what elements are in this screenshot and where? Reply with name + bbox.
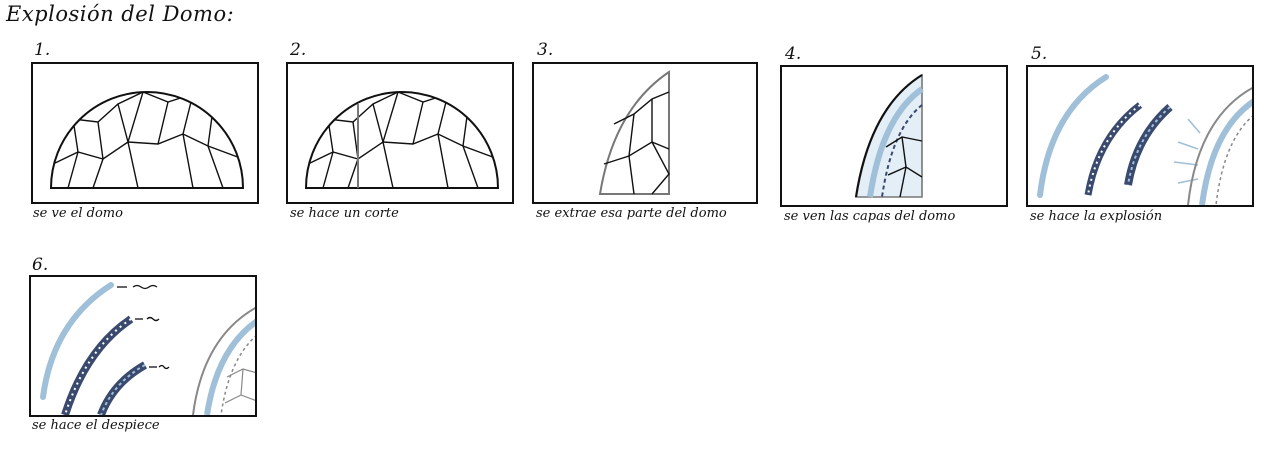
step-5-caption: se hace la explosión: [1030, 209, 1163, 224]
step-1-number: 1.: [34, 40, 51, 60]
dome-exploded-view-illustration: [40, 282, 255, 415]
step-2-panel: [286, 62, 514, 204]
step-4-panel: [780, 65, 1008, 207]
step-5-panel: [1026, 65, 1254, 207]
step-6-number: 6.: [32, 255, 49, 275]
step-4-caption: se ven las capas del domo: [784, 209, 956, 224]
page-title: Explosión del Domo:: [6, 2, 235, 26]
step-5-number: 5.: [1031, 44, 1048, 64]
step-3-number: 3.: [537, 40, 554, 60]
dome-explosion-illustration: [1037, 74, 1252, 205]
step-4-number: 4.: [785, 44, 802, 64]
dome-layers-illustration: [854, 73, 924, 198]
step-3-panel: [532, 62, 758, 204]
dome-full-illustration: [49, 91, 245, 189]
dome-cut-illustration: [304, 91, 500, 189]
step-6-panel: [29, 275, 257, 417]
step-2-number: 2.: [290, 40, 307, 60]
step-3-caption: se extrae esa parte del domo: [536, 206, 727, 221]
dome-slice-illustration: [598, 70, 670, 195]
step-6-caption: se hace el despiece: [32, 418, 160, 433]
step-1-panel: [31, 62, 259, 204]
step-1-caption: se ve el domo: [33, 206, 123, 221]
step-2-caption: se hace un corte: [290, 206, 399, 221]
